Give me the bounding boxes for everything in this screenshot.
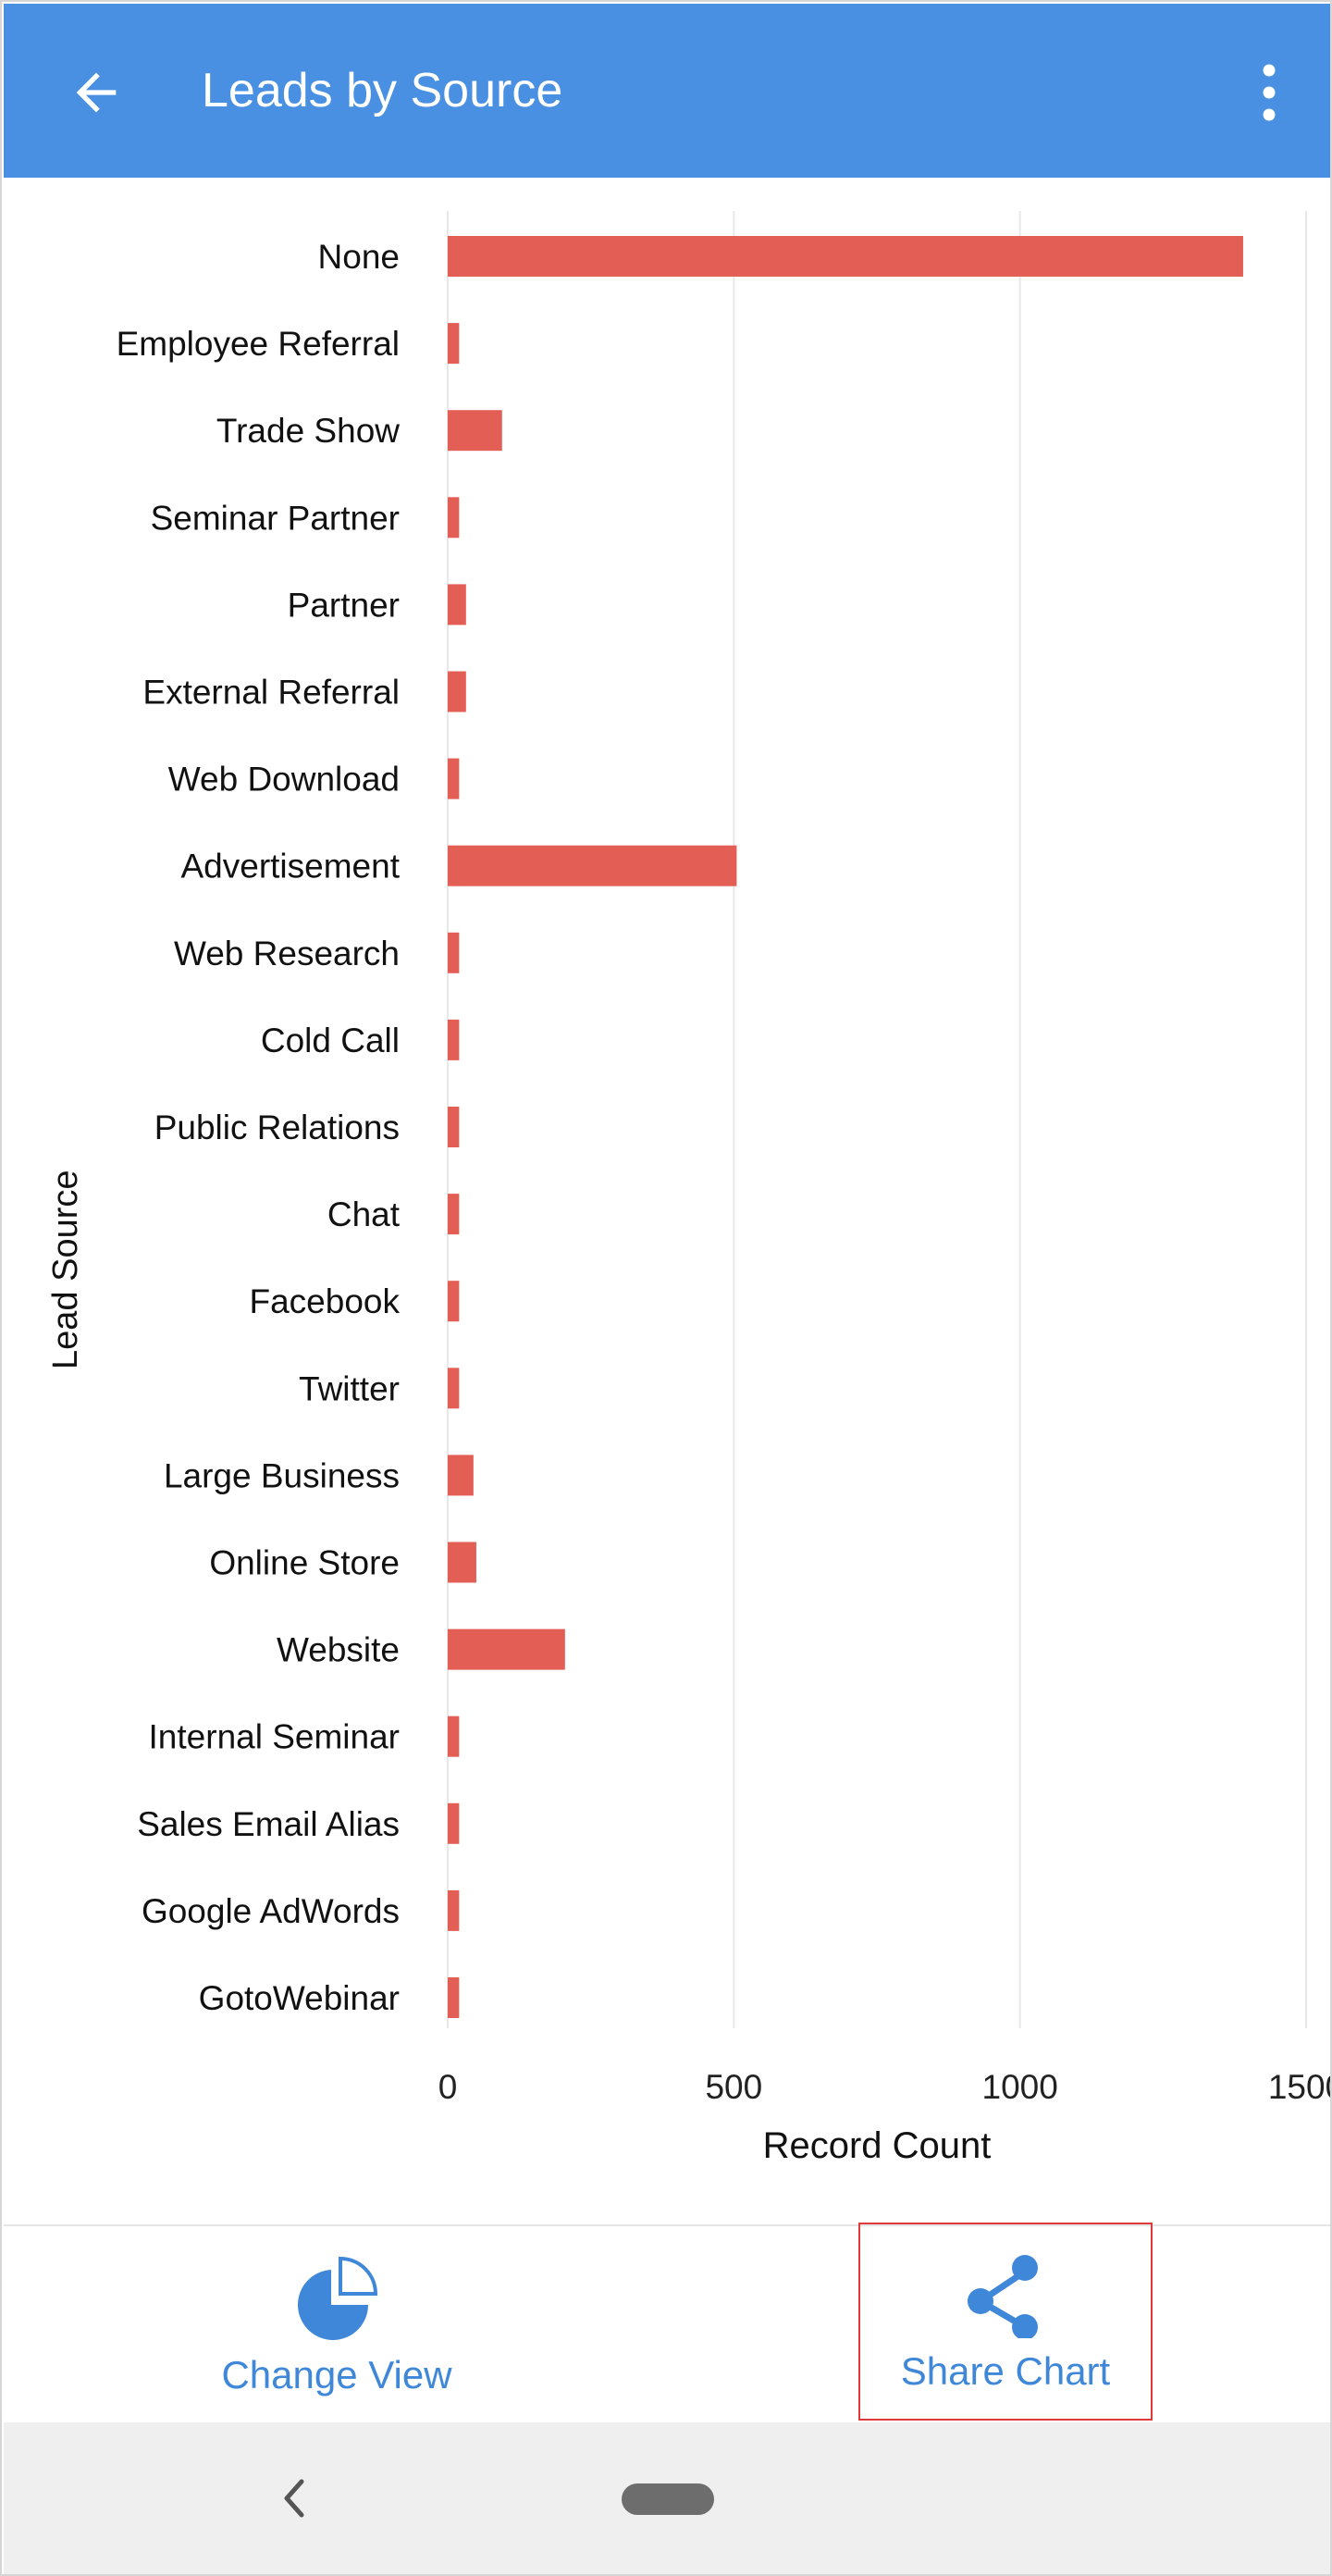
bar [448,497,460,539]
page-title: Leads by Source [202,64,563,118]
home-pill-icon[interactable] [622,2483,714,2515]
arrow-left-icon [76,72,117,113]
x-tick-label: 1000 [982,2068,1058,2106]
chevron-left-icon [284,2479,304,2518]
bar [448,1802,460,1844]
y-tick-label: Partner [288,586,400,624]
y-tick-label: Website [277,1631,400,1669]
y-tick-label: Advertisement [181,848,401,886]
y-tick-label: Facebook [250,1282,401,1320]
bar [448,1281,460,1322]
x-tick-label: 0 [438,2068,458,2106]
bar [448,1542,476,1583]
back-button[interactable] [52,48,141,137]
bar [448,323,460,365]
y-tick-label: Sales Email Alias [137,1805,400,1843]
app-bar: Leads by Source [4,4,1330,178]
pie-chart-icon [298,2256,378,2340]
bar [448,1889,460,1931]
bar-chart: 0 500 1000 1500 None Employee Referral Trade S… [117,211,1332,2166]
share-chart-label: Share Chart [900,2349,1111,2393]
more-vertical-icon [1263,64,1276,121]
y-tick-label: Cold Call [261,1022,400,1059]
y-tick-label: Web Research [174,935,400,972]
bar [448,1977,460,2018]
bar [448,932,460,973]
x-axis-title: Record Count [763,2125,992,2166]
y-tick-label: Twitter [299,1369,400,1407]
y-tick-label: Employee Referral [117,325,400,363]
bar [448,1368,460,1409]
bar [448,1107,460,1147]
y-tick-label: Seminar Partner [151,499,400,537]
y-tick-label: Web Download [168,761,400,799]
x-tick-label: 500 [705,2068,762,2106]
bar [448,1019,460,1060]
bar [448,758,460,799]
share-icon [968,2255,1038,2338]
y-tick-label: None [318,238,400,276]
bar [448,1455,474,1496]
bar [448,1629,565,1670]
bar [448,410,502,452]
y-tick-label: External Referral [142,674,400,712]
y-tick-label: Online Store [209,1544,400,1582]
y-tick-label: Large Business [164,1456,400,1494]
y-axis-title: Lead Source [46,1170,85,1370]
system-navigation-bar [4,2422,1330,2574]
y-tick-label: Google AdWords [142,1892,400,1930]
system-back-button[interactable] [266,2463,322,2533]
y-tick-label: Public Relations [154,1108,400,1146]
bar [448,845,737,886]
chart-area: 0 500 1000 1500 None Employee Referral Trade S… [4,178,1332,2223]
y-tick-label: Trade Show [216,412,400,450]
x-tick-label: 1500 [1268,2068,1332,2106]
bar [448,671,466,712]
share-chart-button[interactable]: Share Chart [858,2223,1153,2421]
y-tick-label: GotoWebinar [199,1979,400,2017]
bar [448,1715,460,1757]
bar [448,584,466,625]
change-view-button[interactable]: Change View [152,2226,522,2424]
change-view-label: Change View [221,2353,452,2396]
chart-action-bar: Change View Share Chart [4,2223,1330,2424]
bar [448,1194,460,1235]
bar [448,236,1243,277]
y-tick-label: Chat [327,1195,401,1233]
overflow-menu-button[interactable] [1232,48,1306,137]
y-tick-label: Internal Seminar [149,1718,400,1756]
